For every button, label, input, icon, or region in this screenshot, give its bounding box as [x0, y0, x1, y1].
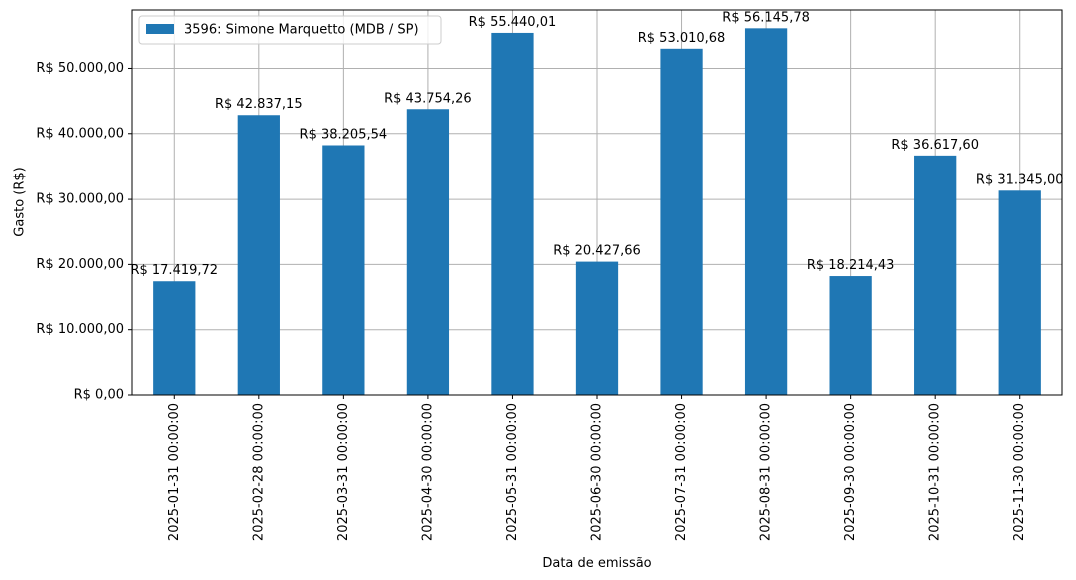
data-label: R$ 18.214,43 [807, 258, 895, 273]
data-label: R$ 42.837,15 [215, 97, 303, 112]
y-tick-label: R$ 30.000,00 [36, 192, 124, 207]
x-tick-label: 2025-08-31 00:00:00 [759, 403, 774, 541]
data-label: R$ 20.427,66 [553, 244, 641, 259]
y-tick-label: R$ 50.000,00 [36, 61, 124, 76]
bar [744, 28, 788, 395]
bar [575, 261, 619, 395]
bar [322, 145, 365, 395]
bar [829, 276, 872, 395]
bar [660, 48, 703, 395]
y-axis-label: Gasto (R$) [13, 167, 28, 236]
bar [491, 32, 534, 396]
y-tick-label: R$ 10.000,00 [36, 322, 124, 337]
data-label: R$ 56.145,78 [722, 10, 810, 25]
x-tick-label: 2025-07-31 00:00:00 [674, 403, 689, 541]
legend-label: 3596: Simone Marquetto (MDB / SP) [184, 23, 419, 38]
x-tick-label: 2025-05-31 00:00:00 [505, 403, 520, 541]
y-tick-label: R$ 0,00 [74, 388, 124, 403]
data-label: R$ 38.205,54 [300, 127, 388, 142]
y-tick-label: R$ 20.000,00 [36, 257, 124, 272]
bar [153, 281, 196, 395]
x-tick-label: 2025-09-30 00:00:00 [843, 403, 858, 541]
data-label: R$ 55.440,01 [469, 15, 557, 30]
bar [998, 190, 1041, 395]
x-tick-label: 2025-01-31 00:00:00 [167, 403, 182, 541]
data-label: R$ 36.617,60 [891, 138, 979, 153]
bar [914, 155, 957, 395]
legend-box [138, 15, 442, 45]
legend-swatch [146, 24, 174, 34]
x-axis-label: Data de emissão [542, 556, 651, 571]
x-tick-label: 2025-11-30 00:00:00 [1012, 403, 1027, 541]
data-label: R$ 17.419,72 [130, 263, 218, 278]
data-label: R$ 53.010,68 [638, 31, 726, 46]
x-tick-label: 2025-04-30 00:00:00 [420, 403, 435, 541]
bar [237, 115, 280, 396]
data-label: R$ 43.754,26 [384, 91, 472, 106]
y-tick-label: R$ 40.000,00 [36, 126, 124, 141]
x-tick-label: 2025-02-28 00:00:00 [251, 403, 266, 541]
x-tick-label: 2025-03-31 00:00:00 [336, 403, 351, 541]
bar [406, 109, 450, 395]
data-label: R$ 31.345,00 [976, 172, 1064, 187]
x-tick-label: 2025-10-31 00:00:00 [928, 403, 943, 541]
plot-frame [131, 9, 1063, 396]
x-tick-label: 2025-06-30 00:00:00 [590, 403, 605, 541]
